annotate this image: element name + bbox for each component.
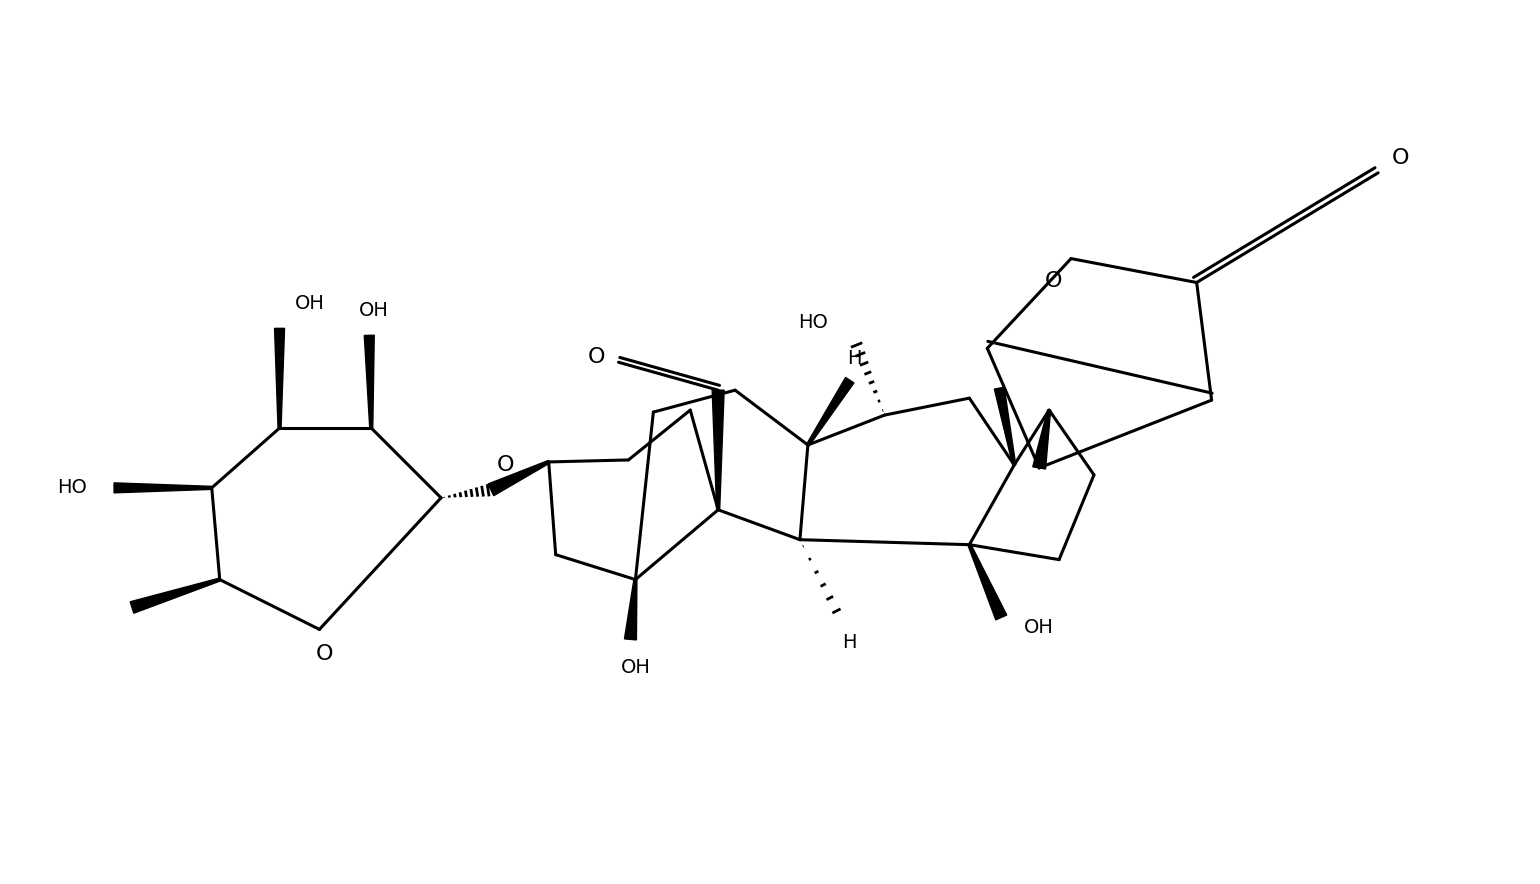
Text: O: O: [1044, 271, 1063, 291]
Polygon shape: [1033, 410, 1050, 469]
Text: O: O: [316, 644, 333, 665]
Text: O: O: [497, 455, 514, 475]
Text: H: H: [842, 633, 856, 652]
Text: O: O: [588, 347, 605, 367]
Text: OH: OH: [294, 294, 325, 313]
Polygon shape: [625, 579, 638, 640]
Text: OH: OH: [621, 658, 650, 677]
Text: HO: HO: [798, 313, 829, 332]
Polygon shape: [365, 335, 374, 428]
Polygon shape: [114, 483, 213, 493]
Text: O: O: [1391, 148, 1409, 168]
Polygon shape: [807, 377, 855, 446]
Polygon shape: [488, 461, 550, 496]
Text: OH: OH: [1024, 618, 1053, 636]
Polygon shape: [274, 328, 285, 428]
Polygon shape: [131, 578, 220, 613]
Text: HO: HO: [57, 478, 88, 498]
Polygon shape: [969, 544, 1007, 620]
Polygon shape: [995, 387, 1016, 465]
Text: H: H: [847, 349, 862, 368]
Text: OH: OH: [359, 301, 390, 320]
Polygon shape: [711, 390, 724, 510]
